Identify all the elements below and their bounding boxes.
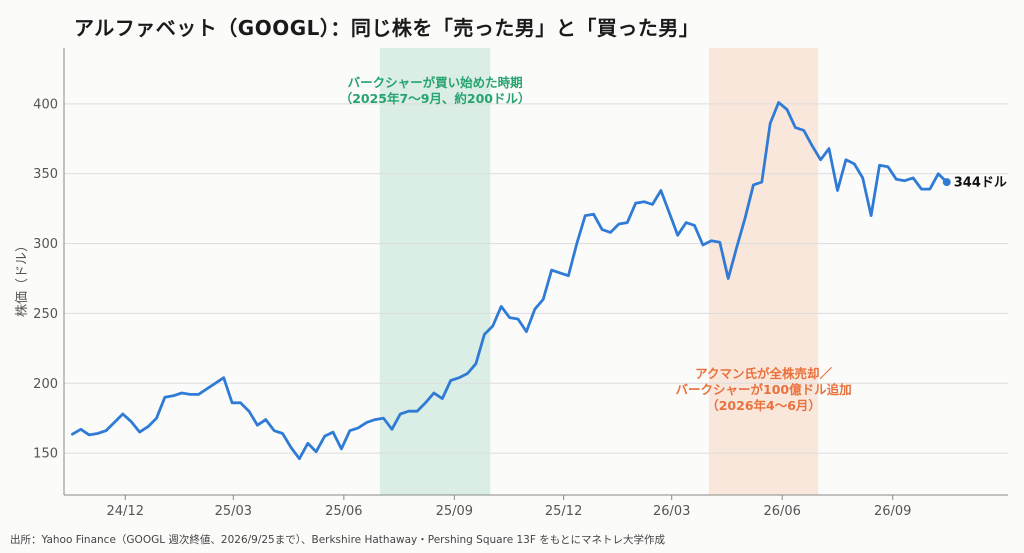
y-axis-label: 株価（ドル） [15, 239, 30, 317]
shaded-period-band [379, 48, 491, 495]
gridlines [64, 103, 1008, 454]
y-tick-label: 350 [33, 167, 58, 182]
period-annotation-line: アクマン氏が全株売却／ [695, 366, 832, 381]
chart-title: アルファベット（GOOGL）：同じ株を「売った男」と「買った男」 [74, 16, 700, 40]
x-tick-label: 25/06 [325, 504, 362, 519]
x-tick-label: 24/12 [107, 504, 144, 519]
x-tick-label: 26/06 [763, 504, 800, 519]
x-tick-label: 26/09 [874, 504, 911, 519]
y-tick-label: 150 [33, 447, 58, 462]
x-tick-label: 25/09 [436, 504, 473, 519]
x-tick-label: 25/12 [545, 504, 582, 519]
y-tick-label: 300 [33, 237, 58, 252]
x-tick-label: 25/03 [215, 504, 252, 519]
y-tick-label: 250 [33, 307, 58, 322]
y-tick-label: 200 [33, 377, 58, 392]
period-annotation-line: バークシャーが買い始めた時期 [348, 75, 523, 90]
period-annotation-line: （2025年7～9月、約200ドル） [340, 91, 531, 106]
source-note: 出所：Yahoo Finance（GOOGL 週次終値、2026/9/25まで）… [10, 534, 666, 546]
axes [63, 48, 1008, 500]
annotations: 344ドル バークシャーが買い始めた時期（2025年7～9月、約200ドル） アクマ… [340, 75, 1007, 413]
end-value-label: 344ドル [954, 176, 1007, 191]
tick-labels: 150 200 250 300 350 400 24/12 25/03 25/06 25/09 25… [33, 97, 911, 519]
series-line-group [71, 101, 951, 461]
period-annotation-line: バークシャーが100億ドル追加 [676, 382, 852, 397]
shaded-periods [379, 48, 819, 495]
x-tick-label: 26/03 [653, 504, 690, 519]
price-series-line [71, 101, 949, 461]
period-annotation-line: （2026年4～6月） [706, 398, 821, 413]
y-tick-label: 400 [33, 97, 58, 112]
end-point-marker [942, 178, 951, 187]
